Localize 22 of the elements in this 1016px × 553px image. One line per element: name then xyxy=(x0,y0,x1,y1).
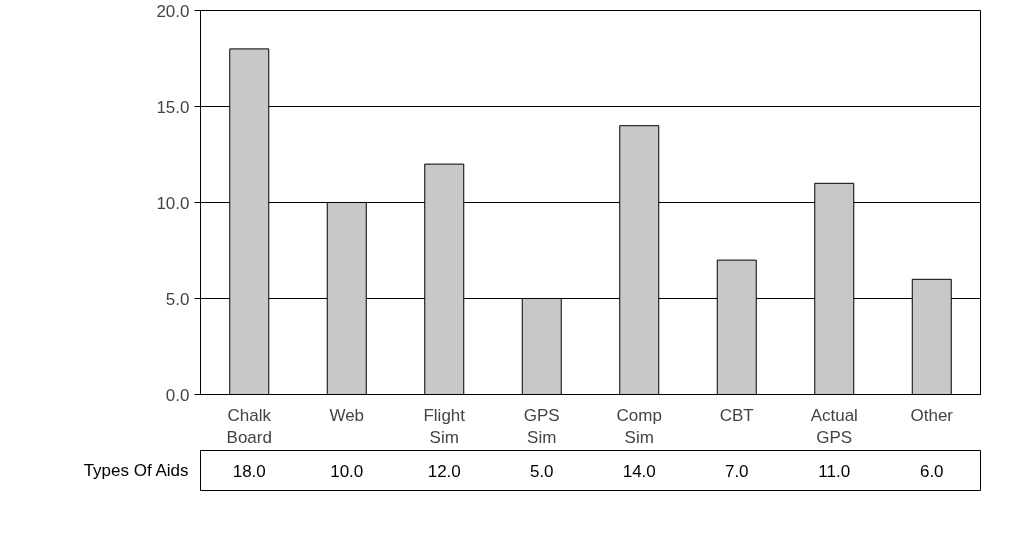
x-tick-label: Other xyxy=(910,405,954,425)
x-tick-label: Flight Sim xyxy=(423,405,466,448)
y-tick-label: 5.0 xyxy=(165,289,190,309)
data-label: 10.0 xyxy=(330,461,364,481)
data-label: 11.0 xyxy=(818,461,851,481)
data-label: 14.0 xyxy=(622,461,656,481)
x-tick-label: CBT xyxy=(719,405,754,425)
y-tick-label: 15.0 xyxy=(156,97,190,117)
x-tick-label: Comp Sim xyxy=(616,405,662,448)
data-label: 5.0 xyxy=(529,461,554,481)
data-label: 18.0 xyxy=(232,461,266,481)
data-label: 12.0 xyxy=(427,461,461,481)
data-label: 6.0 xyxy=(919,461,944,481)
x-tick-label: Actual GPS xyxy=(810,405,858,448)
x-tick-label: Web xyxy=(329,405,365,425)
y-tick-label: 0.0 xyxy=(165,385,190,405)
text: Types Of Aids xyxy=(83,461,189,480)
x-tick-label: GPS Sim xyxy=(523,405,560,448)
x-tick-label: Chalk Board xyxy=(226,405,272,448)
data-label: 7.0 xyxy=(724,461,749,481)
y-tick-label: 10.0 xyxy=(156,193,190,213)
y-tick-label: 20.0 xyxy=(156,1,190,21)
